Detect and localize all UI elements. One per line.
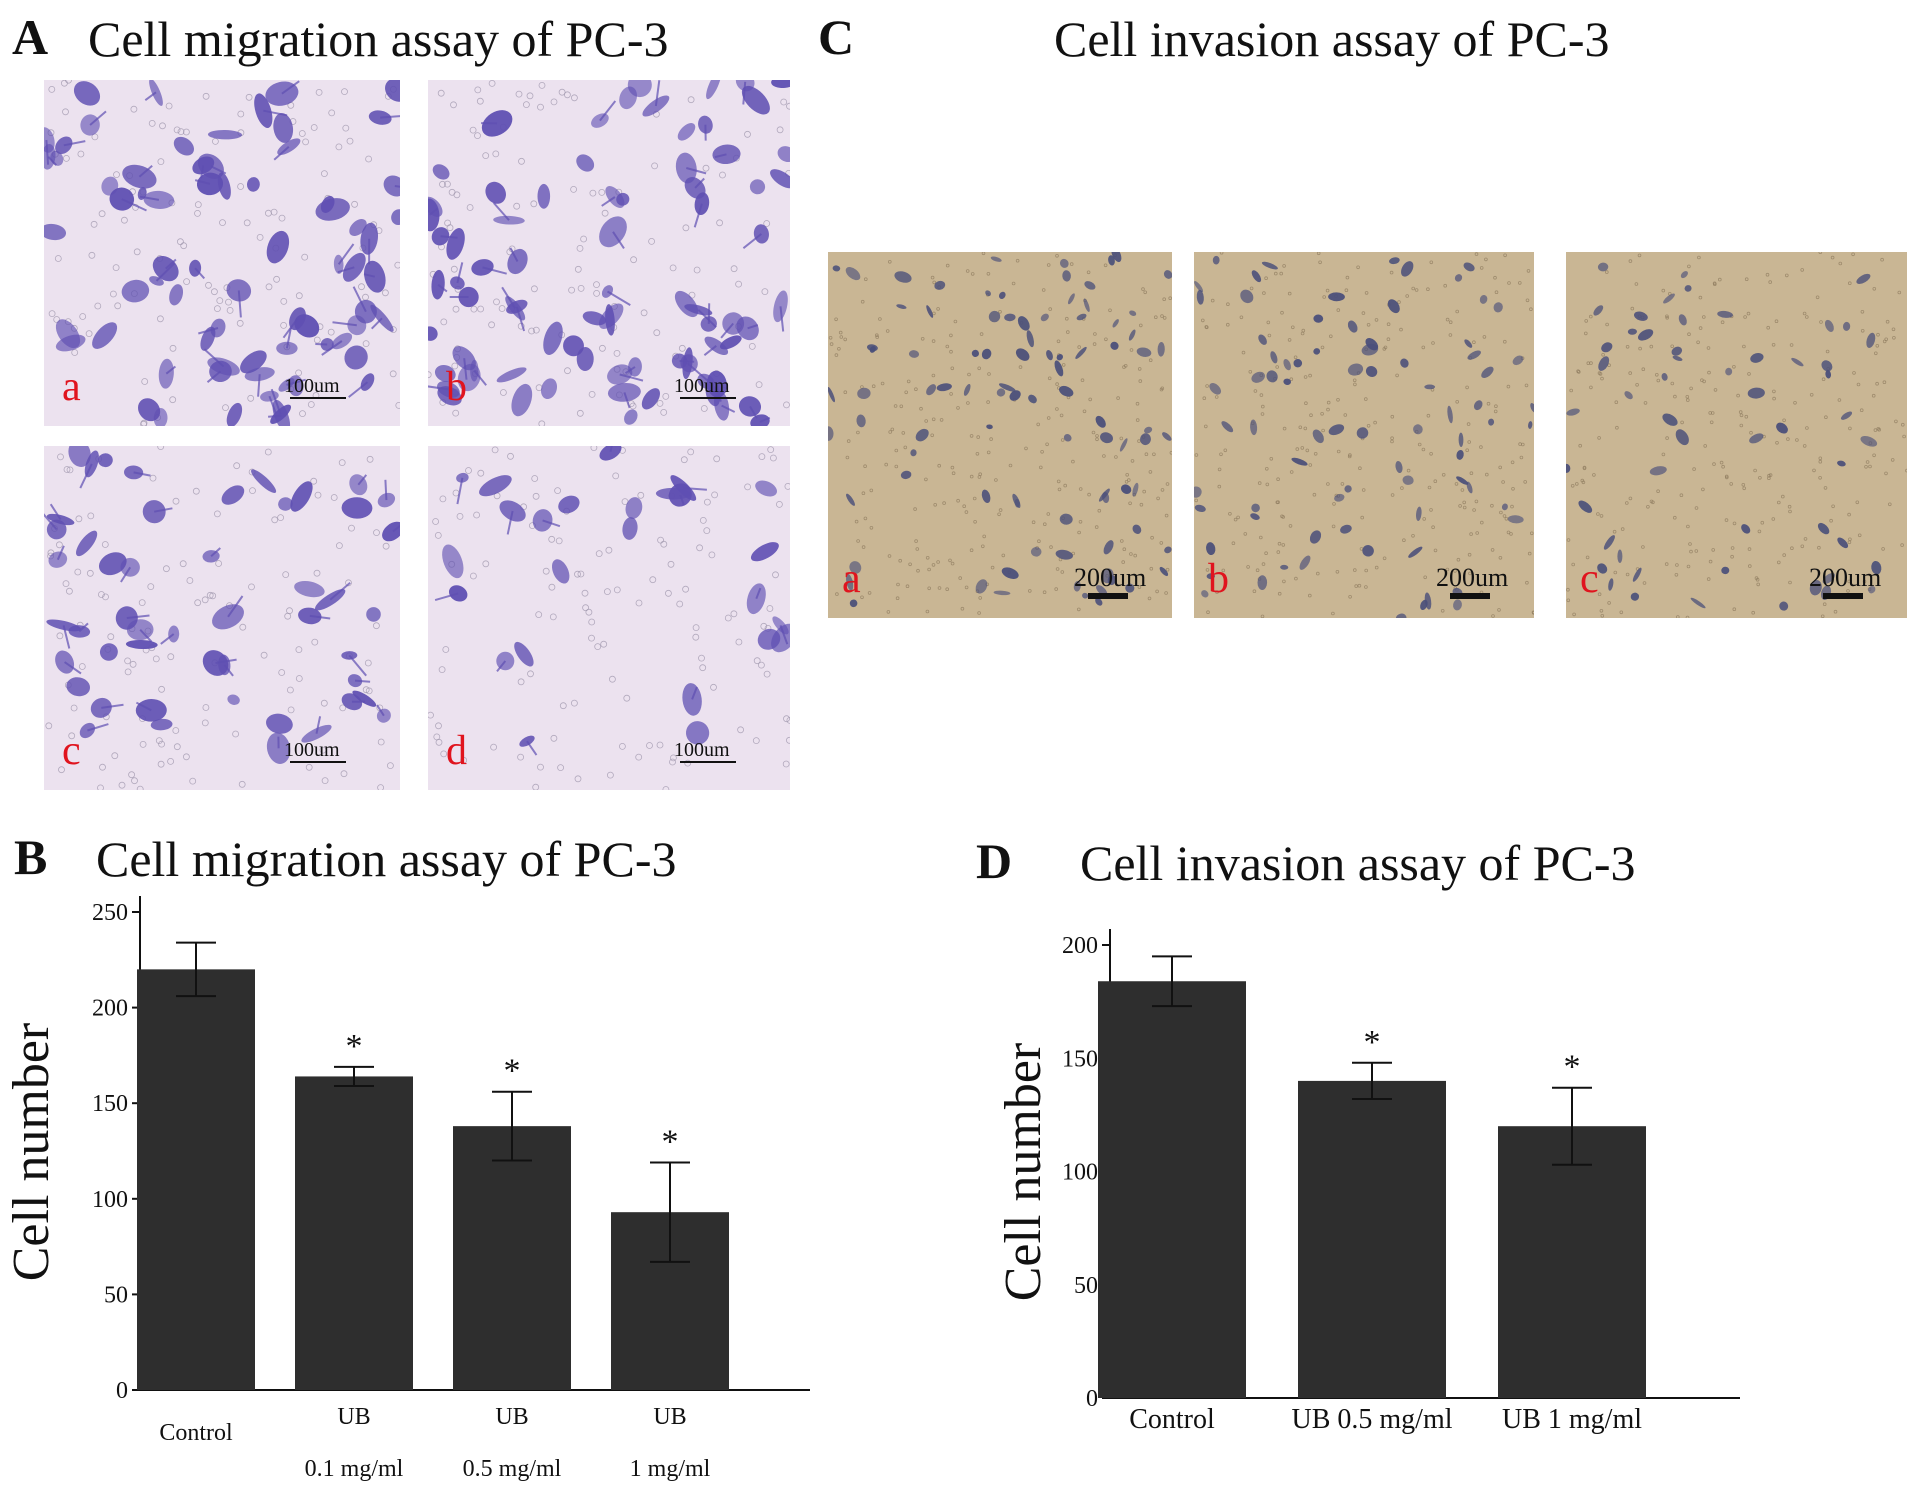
bar-0 [1098,981,1246,1398]
micrograph-background [1566,252,1907,618]
micrograph-c-invasion: c 200um [1566,252,1907,618]
micrograph-invasion-label-b: b [1208,556,1229,602]
category-label-2: UB 1 mg/ml [1502,1404,1642,1435]
category-label-1: UB [337,1404,370,1430]
micrograph-a-migration-image: a 100um [44,80,400,426]
panel-c-title: Cell invasion assay of PC-3 [1054,11,1610,67]
stained-cells [828,252,1172,608]
bar-2 [1498,1126,1646,1398]
y-tick-label: 150 [92,1091,128,1117]
scale-bar-label: 100um [674,739,730,761]
micrograph-c-invasion-image: c 200um [1566,252,1907,618]
significance-marker-3: * [662,1123,679,1160]
stained-cells [44,80,400,426]
bar-chart-invasion: 0 50 100 150 200 Cell number Control * UB 0.5 mg… [995,929,1740,1435]
category-label-3: UB [653,1404,686,1430]
pore-pattern [1194,252,1534,618]
micrograph-migration-label-d: d [446,728,467,774]
micrograph-c-migration: c 100um [44,446,400,790]
category-sublabel-3: 1 mg/ml [630,1456,711,1482]
y-axis-label: Cell number [3,1023,60,1282]
scale-bar-label: 100um [674,375,730,397]
category-label-1: UB 0.5 mg/ml [1291,1404,1452,1435]
bar-1 [1298,1080,1446,1398]
scale-bar-label: 200um [1809,563,1881,592]
scale-bar-label: 100um [284,739,340,761]
category-label-2: UB [495,1404,528,1430]
bar-0 [137,969,255,1390]
micrograph-invasion-label-c: c [1580,556,1599,602]
stained-cells [44,446,400,764]
y-tick-label: 250 [92,900,128,926]
pore-pattern [828,252,1172,615]
significance-marker-2: * [1564,1049,1581,1086]
bar-1 [295,1076,413,1390]
y-tick-label: 0 [116,1378,128,1404]
micrograph-background [428,80,790,426]
micrograph-background [428,446,790,790]
micrograph-migration-label-a: a [62,364,81,410]
micrograph-migration-label-b: b [446,364,467,410]
panel-d-title: Cell invasion assay of PC-3 [1080,835,1636,891]
category-sublabel-1: 0.1 mg/ml [305,1456,404,1482]
pore-pattern [1566,252,1907,618]
micrograph-migration-label-c: c [62,728,81,774]
category-label-0: Control [1129,1404,1215,1435]
panel-c-letter: C [818,9,855,65]
micrograph-d-migration: d 100um [428,446,790,790]
panel-d-letter: D [976,833,1013,889]
category-sublabel-2: 0.5 mg/ml [463,1456,562,1482]
pore-pattern [47,80,400,426]
micrograph-b-invasion: b 200um [1194,252,1534,618]
y-tick-label: 200 [92,996,128,1022]
stained-cells [1194,255,1534,618]
y-axis-label: Cell number [995,1043,1052,1302]
significance-marker-2: * [504,1053,521,1090]
micrograph-c-migration-image: c 100um [44,446,400,790]
y-tick-label: 100 [1062,1160,1098,1186]
panel-b-letter: B [14,829,48,885]
y-tick-label: 100 [92,1187,128,1213]
micrograph-a-invasion: a 200um [828,252,1172,618]
micrograph-a-invasion-image: a 200um [828,252,1172,618]
bar-chart-migration: 0 50 100 150 200 250 Cell number Control * UB 0.1 … [3,896,810,1482]
scale-bar-label: 200um [1074,563,1146,592]
bar-2 [453,1126,571,1390]
y-tick-label: 200 [1062,933,1098,959]
y-tick-label: 50 [104,1282,128,1308]
micrograph-d-migration-image: d 100um [428,446,790,790]
micrograph-b-invasion-image: b 200um [1194,252,1534,618]
micrograph-a-migration: a 100um [44,80,400,426]
stained-cells [1566,262,1882,611]
panel-a-title: Cell migration assay of PC-3 [88,11,669,67]
y-tick-label: 0 [1086,1386,1098,1412]
panel-a-letter: A [12,9,49,65]
significance-marker-1: * [346,1028,363,1065]
y-tick-label: 50 [1074,1273,1098,1299]
stained-cells [434,446,790,756]
significance-marker-1: * [1364,1024,1381,1061]
y-tick-label: 150 [1062,1046,1098,1072]
scale-bar-label: 100um [284,375,340,397]
micrograph-invasion-label-a: a [842,556,861,602]
panel-b-title: Cell migration assay of PC-3 [96,831,677,887]
micrograph-b-migration: b 100um [428,80,790,426]
scale-bar-label: 200um [1436,563,1508,592]
micrograph-b-migration-image: b 100um [428,80,790,426]
pore-pattern [428,446,790,790]
category-label-0: Control [159,1420,233,1446]
